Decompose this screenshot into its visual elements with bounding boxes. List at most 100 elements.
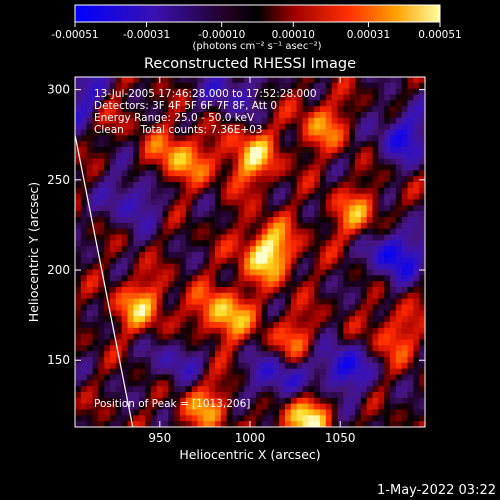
- heatmap-cell: [314, 403, 321, 410]
- heatmap-cell: [267, 287, 274, 294]
- heatmap-cell: [302, 112, 309, 119]
- heatmap-cell: [267, 374, 274, 381]
- detectors-text: Detectors: 3F 4F 5F 6F 7F 8F, Att 0: [94, 100, 278, 112]
- heatmap-cell: [279, 269, 286, 276]
- heatmap-cell: [75, 327, 82, 334]
- heatmap-cell: [80, 164, 87, 171]
- heatmap-cell: [104, 287, 111, 294]
- heatmap-cell: [110, 374, 117, 381]
- heatmap-cell: [75, 403, 82, 410]
- heatmap-cell: [401, 158, 408, 165]
- heatmap-cell: [401, 403, 408, 410]
- heatmap-cell: [162, 129, 169, 136]
- heatmap-cell: [372, 82, 379, 89]
- heatmap-cell: [384, 234, 391, 241]
- heatmap-cell: [197, 170, 204, 177]
- heatmap-cell: [209, 339, 216, 346]
- heatmap-cell: [244, 222, 251, 229]
- heatmap-cell: [419, 397, 425, 404]
- heatmap-cell: [104, 77, 111, 84]
- heatmap-cell: [238, 193, 245, 200]
- heatmap-cell: [407, 112, 414, 119]
- heatmap-cell: [320, 357, 327, 364]
- heatmap-cell: [384, 409, 391, 416]
- heatmap-cell: [419, 141, 425, 148]
- heatmap-cell: [413, 304, 420, 311]
- heatmap-cell: [127, 222, 134, 229]
- heatmap-cell: [395, 368, 402, 375]
- heatmap-cell: [203, 351, 210, 358]
- heatmap-cell: [273, 345, 280, 352]
- heatmap-cell: [378, 246, 385, 253]
- heatmap-cell: [110, 228, 117, 235]
- heatmap-cell: [320, 158, 327, 165]
- heatmap-cell: [279, 415, 286, 422]
- heatmap-cell: [115, 322, 122, 329]
- heatmap-cell: [110, 234, 117, 241]
- heatmap-cell: [209, 94, 216, 101]
- heatmap-cell: [156, 397, 163, 404]
- heatmap-cell: [244, 123, 251, 130]
- heatmap-cell: [156, 158, 163, 165]
- heatmap-cell: [308, 211, 315, 218]
- heatmap-cell: [325, 112, 332, 119]
- heatmap-cell: [390, 217, 397, 224]
- heatmap-cell: [349, 211, 356, 218]
- heatmap-cell: [162, 252, 169, 259]
- heatmap-cell: [325, 170, 332, 177]
- heatmap-cell: [127, 205, 134, 212]
- heatmap-cell: [92, 100, 99, 107]
- heatmap-cell: [366, 380, 373, 387]
- heatmap-cell: [110, 199, 117, 206]
- heatmap-cell: [390, 310, 397, 317]
- heatmap-cell: [238, 100, 245, 107]
- heatmap-cell: [203, 234, 210, 241]
- heatmap-cell: [145, 292, 152, 299]
- heatmap-cell: [250, 421, 257, 427]
- heatmap-cell: [238, 228, 245, 235]
- heatmap-cell: [220, 298, 227, 305]
- heatmap-cell: [150, 345, 157, 352]
- heatmap-cell: [407, 298, 414, 305]
- heatmap-cell: [331, 141, 338, 148]
- heatmap-cell: [209, 112, 216, 119]
- heatmap-cell: [273, 228, 280, 235]
- heatmap-cell: [314, 240, 321, 247]
- heatmap-cell: [80, 257, 87, 264]
- heatmap-cell: [331, 392, 338, 399]
- heatmap-cell: [279, 141, 286, 148]
- heatmap-cell: [174, 310, 181, 317]
- heatmap-cell: [331, 205, 338, 212]
- heatmap-cell: [273, 310, 280, 317]
- heatmap-cell: [232, 316, 239, 323]
- heatmap-cell: [366, 211, 373, 218]
- heatmap-cell: [80, 234, 87, 241]
- heatmap-cell: [121, 222, 128, 229]
- heatmap-cell: [360, 88, 367, 95]
- heatmap-cell: [261, 415, 268, 422]
- heatmap-cell: [290, 222, 297, 229]
- heatmap-cell: [290, 158, 297, 165]
- heatmap-cell: [407, 164, 414, 171]
- heatmap-cell: [215, 193, 222, 200]
- heatmap-cell: [395, 298, 402, 305]
- heatmap-cell: [343, 106, 350, 113]
- heatmap-cell: [92, 94, 99, 101]
- heatmap-cell: [92, 222, 99, 229]
- heatmap-cell: [325, 252, 332, 259]
- heatmap-cell: [331, 158, 338, 165]
- heatmap-cell: [419, 269, 425, 276]
- heatmap-cell: [145, 357, 152, 364]
- heatmap-cell: [401, 380, 408, 387]
- heatmap-cell: [244, 217, 251, 224]
- heatmap-cell: [384, 357, 391, 364]
- heatmap-cell: [121, 333, 128, 340]
- heatmap-cell: [343, 147, 350, 154]
- heatmap-cell: [378, 211, 385, 218]
- heatmap-cell: [145, 368, 152, 375]
- heatmap-cell: [110, 409, 117, 416]
- heatmap-cell: [180, 217, 187, 224]
- heatmap-cell: [191, 392, 198, 399]
- heatmap-cell: [121, 415, 128, 422]
- heatmap-cell: [279, 409, 286, 416]
